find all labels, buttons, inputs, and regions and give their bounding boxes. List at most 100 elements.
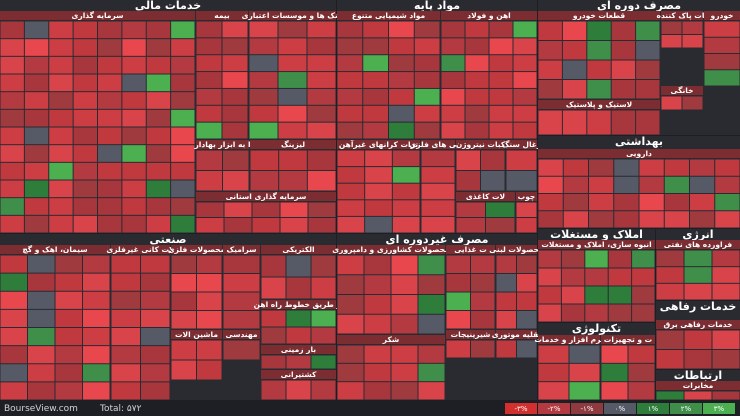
- stock-cell: [146, 74, 171, 92]
- stock-cell: [337, 216, 365, 233]
- subsector-header: [538, 149, 740, 158]
- stock-cell: [83, 255, 110, 273]
- subsector-header: [261, 345, 336, 354]
- subsector-title: لیزینگ: [281, 140, 305, 149]
- stock-cell: [684, 330, 712, 349]
- stock-cell: [261, 355, 286, 369]
- stock-cell: [538, 286, 561, 304]
- stock-cell: [261, 277, 286, 299]
- stock-cell: [682, 35, 703, 48]
- stock-cell: [171, 311, 196, 329]
- stock-cell: [481, 150, 505, 170]
- stock-cell: [538, 363, 569, 382]
- stock-cell: [489, 55, 513, 72]
- subsector-header: [0, 245, 110, 254]
- stock-cell: [55, 273, 82, 291]
- stock-cell: [197, 360, 222, 380]
- sector-title: صنعتی: [150, 233, 187, 246]
- stock-cell: [639, 211, 664, 228]
- legend-swatch: [505, 403, 537, 414]
- stock-cell: [636, 80, 660, 99]
- stock-cell: [441, 72, 465, 88]
- stock-cell: [73, 56, 97, 74]
- stock-cell: [563, 194, 588, 211]
- stock-cell: [587, 60, 611, 79]
- stock-cell: [337, 255, 364, 275]
- subsector-title: شیرینیجات: [451, 330, 491, 339]
- stock-cell: [196, 202, 224, 217]
- stock-cell: [28, 291, 55, 309]
- subsector-title: از طریق خطوط راه اهن: [254, 300, 344, 309]
- stock-cell: [561, 250, 585, 268]
- stock-cell: [141, 255, 170, 273]
- subsector-header: [337, 140, 420, 149]
- stock-cell: [513, 21, 537, 38]
- stock-cell: [278, 122, 307, 139]
- stock-cell: [614, 194, 639, 211]
- stock-cell: [98, 215, 122, 233]
- stock-cell: [83, 346, 110, 364]
- stock-cell: [0, 92, 24, 109]
- stock-cell: [98, 56, 122, 74]
- legend-label: -۲%: [548, 405, 561, 413]
- stock-cell: [392, 150, 420, 167]
- stock-cell: [465, 72, 489, 88]
- stock-cell: [538, 60, 562, 79]
- stock-cell: [465, 21, 489, 38]
- stock-cell: [171, 180, 195, 198]
- subsector-title: محصولات کشاورزی و دامپروری: [332, 245, 450, 254]
- stock-cell: [24, 56, 49, 74]
- subsector-title: محصولات فلزی: [168, 245, 226, 254]
- stock-cell: [601, 345, 628, 363]
- stock-cell: [363, 21, 388, 38]
- stock-cell: [0, 39, 24, 56]
- subsector-title: شکر: [382, 335, 399, 344]
- stock-cell: [73, 92, 97, 109]
- stock-cell: [364, 255, 391, 275]
- stock-cell: [73, 162, 97, 180]
- stock-cell: [611, 41, 636, 60]
- stock-cell: [712, 267, 740, 283]
- stock-cell: [55, 291, 82, 309]
- stock-cell: [364, 345, 391, 363]
- stock-cell: [538, 80, 562, 99]
- stock-cell: [73, 180, 97, 198]
- stock-cell: [486, 202, 515, 217]
- stock-cell: [196, 122, 222, 139]
- stock-cell: [656, 283, 684, 300]
- stock-cell: [146, 56, 171, 74]
- stock-cell: [171, 109, 195, 127]
- stock-cell: [517, 274, 537, 292]
- stock-cell: [661, 21, 682, 34]
- stock-cell: [656, 350, 684, 369]
- stock-cell: [614, 176, 639, 193]
- legend-swatch: [703, 403, 735, 414]
- legend-label: ۱%: [648, 405, 659, 413]
- subsector-header: [538, 335, 600, 344]
- stock-cell: [513, 105, 537, 122]
- stock-cell: [171, 39, 195, 56]
- stock-cell: [632, 304, 655, 322]
- stock-cell: [506, 150, 537, 170]
- stock-cell: [55, 364, 82, 382]
- subsector-header: [656, 381, 740, 390]
- stock-cell: [122, 92, 146, 109]
- stock-cell: [337, 88, 363, 105]
- stock-cell: [690, 194, 715, 211]
- stock-cell: [636, 110, 660, 135]
- stock-cell: [171, 92, 195, 109]
- stock-cell: [311, 327, 336, 344]
- stock-cell: [278, 105, 307, 122]
- stock-cell: [418, 363, 445, 382]
- stock-cell: [628, 345, 655, 363]
- stock-cell: [337, 295, 364, 314]
- stock-cell: [49, 21, 73, 39]
- stock-cell: [441, 55, 465, 72]
- stock-cell: [222, 72, 248, 88]
- stock-cell: [418, 255, 445, 275]
- subsector-header: [171, 330, 222, 339]
- stock-cell: [389, 88, 414, 105]
- stock-cell: [311, 310, 336, 327]
- stock-cell: [391, 314, 418, 334]
